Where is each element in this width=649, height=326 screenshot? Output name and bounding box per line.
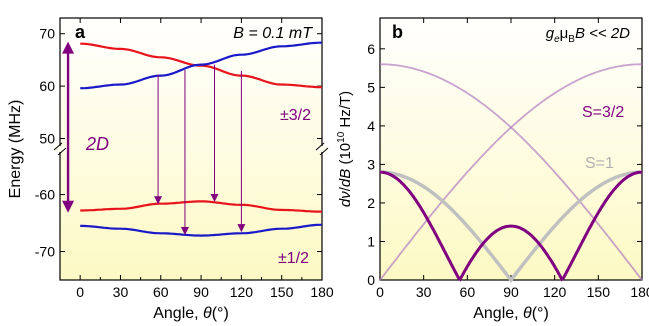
axis-break-gap bbox=[316, 146, 328, 152]
panel-a-y-tick-label: -60 bbox=[35, 187, 55, 203]
panel-a-x-tick-label: 90 bbox=[193, 284, 209, 300]
panel-a-x-tick-label: 150 bbox=[270, 284, 294, 300]
panel-a-x-tick-label: 60 bbox=[153, 284, 169, 300]
panel-a-ticks: 0 30 60 90 120 150 180 50 60 70 -70 -60 bbox=[35, 18, 334, 300]
panel-b-y-tick-label: 5 bbox=[367, 79, 375, 95]
panel-b-x-tick-label: 180 bbox=[630, 284, 649, 300]
panel-b-x-tick-label: 90 bbox=[503, 284, 519, 300]
panel-a-xlabel: Angle, θ(°) bbox=[153, 305, 229, 322]
panel-b-y-tick-label: 1 bbox=[367, 233, 375, 249]
panel-a-y-tick-label: -70 bbox=[35, 244, 55, 260]
panel-a-y-tick-label: 50 bbox=[39, 131, 55, 147]
panel-b-x-tick-label: 60 bbox=[460, 284, 476, 300]
panel-a-transitions bbox=[62, 41, 246, 236]
panel-b-y-tick-label: 0 bbox=[367, 272, 375, 288]
axis-break-slash bbox=[57, 147, 67, 156]
panel-b-ticks: 0 30 60 90 120 150 180 0 1 2 3 4 5 6 bbox=[367, 18, 649, 300]
label-1-2: ±1/2 bbox=[278, 250, 309, 267]
panel-a-axis-break bbox=[53, 142, 329, 156]
panel-b-annotation: geμBB << 2D bbox=[546, 25, 630, 45]
faint-S32-branch bbox=[379, 63, 643, 281]
axis-break-gap bbox=[54, 146, 66, 152]
panel-b-x-tick-label: 0 bbox=[376, 284, 384, 300]
panel-a-y-tick-label: 60 bbox=[39, 78, 55, 94]
panel-a-x-tick-label: 180 bbox=[310, 284, 334, 300]
arrow-2D-head-bottom bbox=[62, 200, 75, 213]
panel-a-x-tick-label: 30 bbox=[113, 284, 129, 300]
panel-b-x-tick-label: 150 bbox=[587, 284, 611, 300]
curve-S-1 bbox=[379, 170, 643, 283]
panel-b-plot-area bbox=[379, 17, 643, 281]
panel-a-label: a bbox=[75, 22, 86, 42]
panel-b-curves bbox=[379, 63, 643, 283]
panel-b-y-tick-label: 6 bbox=[367, 41, 375, 57]
energy-level-curve-blue bbox=[80, 223, 322, 237]
energy-level-curve-red bbox=[80, 200, 323, 213]
panel-b-label: b bbox=[392, 22, 403, 42]
panel-a-y-tick-label: 70 bbox=[39, 26, 55, 42]
axis-break-slash bbox=[319, 147, 329, 156]
label-2D: 2D bbox=[85, 134, 109, 154]
arrow-2D-head-top bbox=[62, 41, 75, 54]
panel-b: 0 30 60 90 120 150 180 0 1 2 3 4 5 6 b geμBB << 2D S=… bbox=[336, 17, 649, 322]
axis-break-slash bbox=[315, 142, 325, 151]
panel-b-y-tick-label: 2 bbox=[367, 195, 375, 211]
panel-b-x-tick-label: 120 bbox=[543, 284, 567, 300]
panel-b-xlabel: Angle, θ(°) bbox=[473, 305, 549, 322]
panel-a-x-tick-label: 120 bbox=[230, 284, 254, 300]
energy-level-curve-blue bbox=[80, 41, 323, 90]
panel-a-ylabel: Energy (MHz) bbox=[7, 100, 24, 199]
panel-a-curves bbox=[80, 41, 323, 237]
panel-b-y-tick-label: 4 bbox=[367, 118, 375, 134]
panel-a-field-annotation: B = 0.1 mT bbox=[233, 25, 313, 42]
label-S-1: S=1 bbox=[585, 155, 614, 172]
panel-b-y-tick-label: 3 bbox=[367, 156, 375, 172]
label-S-3-2: S=3/2 bbox=[582, 104, 624, 121]
curve-S-3-2 bbox=[379, 170, 643, 282]
panel-a-x-tick-label: 0 bbox=[76, 284, 84, 300]
label-3-2: ±3/2 bbox=[280, 107, 311, 124]
axis-break-slash bbox=[53, 142, 63, 151]
panel-b-ylabel: dν/dB (1010 Hz/T) bbox=[336, 91, 354, 207]
panel-b-x-tick-label: 30 bbox=[416, 284, 432, 300]
panel-a: 0 30 60 90 120 150 180 50 60 70 -70 -60 a B = 0.1 m… bbox=[7, 17, 334, 322]
